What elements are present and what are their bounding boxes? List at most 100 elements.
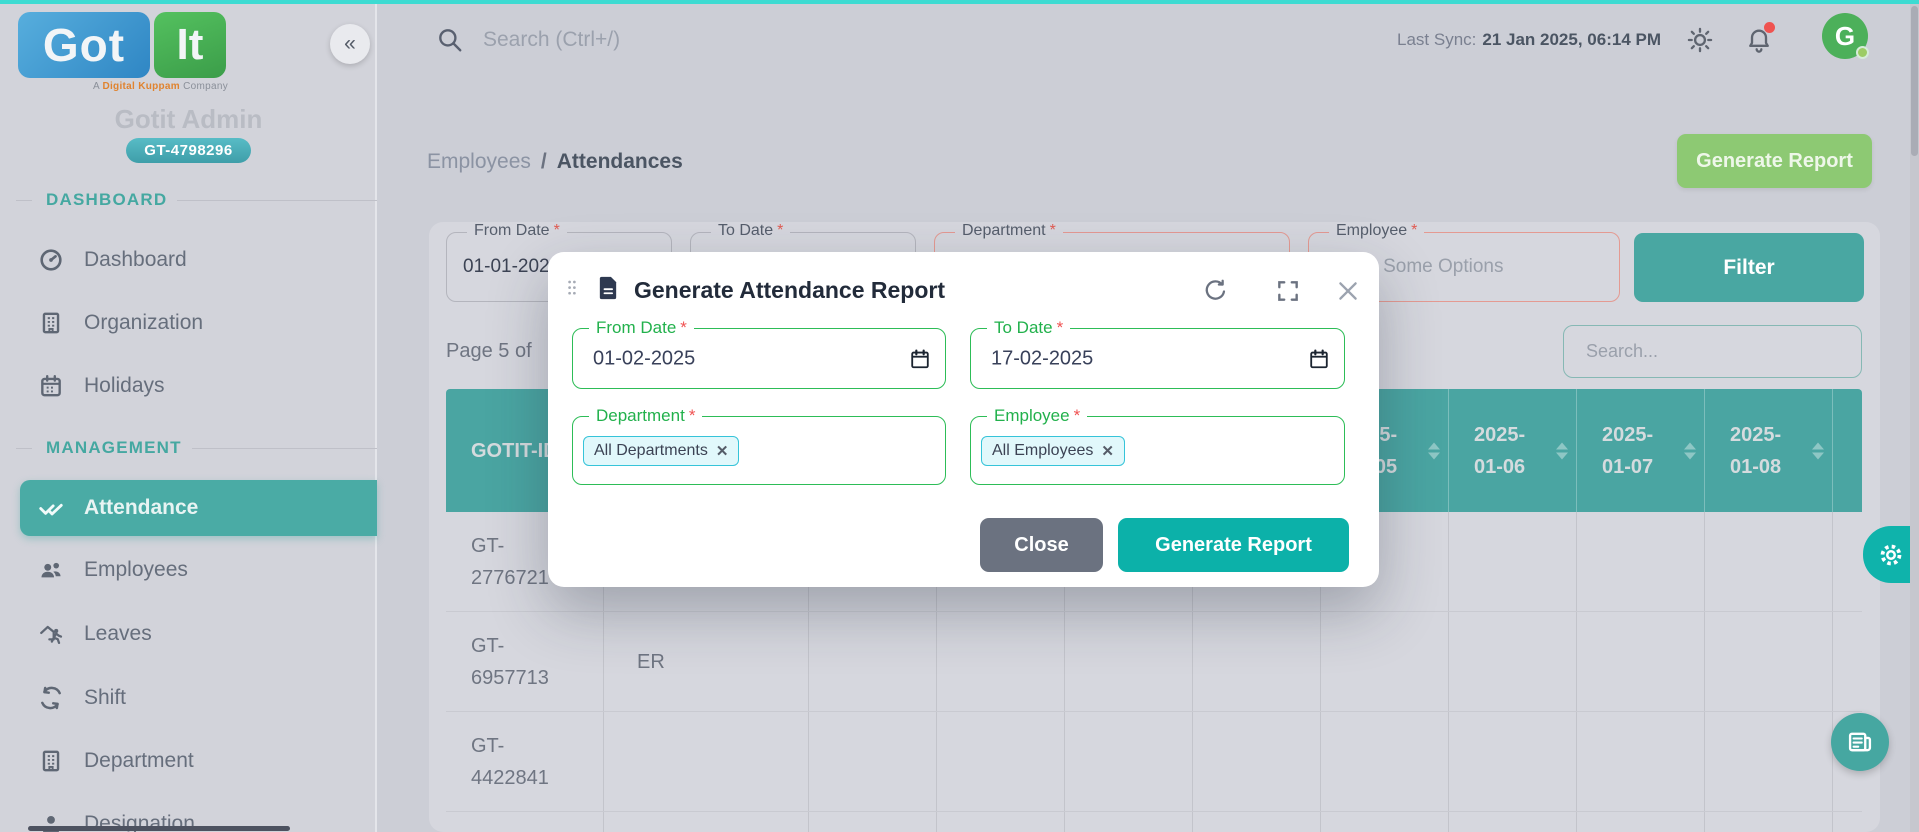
close-icon[interactable] xyxy=(1335,278,1361,304)
sidebar-item-label: Employees xyxy=(84,558,188,581)
sidebar-item-label: Holidays xyxy=(84,374,165,397)
settings-fab[interactable] xyxy=(1863,526,1919,583)
calendar-picker-icon[interactable] xyxy=(1308,348,1330,370)
sidebar-item-employees[interactable]: Employees xyxy=(0,546,377,594)
tagline-prefix: A xyxy=(92,81,100,92)
breadcrumb-parent[interactable]: Employees xyxy=(427,150,531,173)
table-cell xyxy=(603,812,808,832)
user-name: Gotit Admin xyxy=(114,104,263,134)
people-icon xyxy=(38,557,64,583)
table-cell xyxy=(808,612,936,711)
chip-label: All Employees xyxy=(992,441,1094,459)
table-cell xyxy=(1832,812,1880,832)
loading-bar xyxy=(0,0,1919,4)
cell-gotit-id: GT-4422841 xyxy=(471,734,549,789)
sidebar-item-shift[interactable]: Shift xyxy=(0,674,377,722)
breadcrumb-current: Attendances xyxy=(556,150,683,173)
table-cell xyxy=(1064,812,1192,832)
filter-from-date-field[interactable]: From Date * 01-01-2025 xyxy=(446,222,672,302)
news-fab[interactable] xyxy=(1831,713,1889,771)
sidebar-item-label: Leaves xyxy=(84,622,152,645)
modal-header[interactable]: Generate Attendance Report xyxy=(548,252,1379,324)
sort-arrows-icon[interactable] xyxy=(1812,442,1824,459)
user-avatar[interactable]: G xyxy=(1822,13,1869,59)
scrollbar-thumb[interactable] xyxy=(1911,6,1918,156)
chip-remove-icon[interactable]: ✕ xyxy=(715,442,729,460)
modal-from-date-field[interactable]: From Date * 01-02-2025 xyxy=(572,318,946,389)
sidebar-collapse-button[interactable]: « xyxy=(330,24,370,64)
page-scrollbar[interactable] xyxy=(1910,4,1919,832)
theme-toggle-sun-icon[interactable] xyxy=(1686,26,1714,54)
chip-remove-icon[interactable]: ✕ xyxy=(1101,442,1114,460)
table-cell xyxy=(1192,812,1320,832)
sidebar-section-dashboard: DASHBOARD xyxy=(0,190,377,210)
table-row[interactable]: GT-4422841 xyxy=(446,712,1862,812)
cell-gotit-id: GT-6957713 xyxy=(471,634,549,689)
refresh-icon[interactable] xyxy=(1201,278,1227,304)
table-cell xyxy=(1576,812,1704,832)
modal-to-date-value[interactable]: 17-02-2025 xyxy=(991,347,1094,369)
section-title: DASHBOARD xyxy=(46,190,168,209)
table-row[interactable]: GT-6957713 ER xyxy=(446,612,1862,712)
modal-generate-report-button[interactable]: Generate Report xyxy=(1118,518,1349,572)
modal-close-button[interactable]: Close xyxy=(980,518,1103,572)
last-sync-value: 21 Jan 2025, 06:14 PM xyxy=(1482,30,1661,49)
sidebar: Got It A Digital Kuppam Company Gotit Ad… xyxy=(0,4,377,832)
building-icon xyxy=(38,310,64,336)
employee-chip[interactable]: All Employees ✕ xyxy=(981,435,1125,466)
document-icon xyxy=(594,274,622,304)
sidebar-scrollbar[interactable] xyxy=(28,826,290,831)
collapse-chevrons-icon: « xyxy=(344,32,356,55)
department-chip[interactable]: All Departments ✕ xyxy=(583,435,740,466)
column-header-gotit-id[interactable]: GOTIT-ID xyxy=(471,439,558,462)
drag-handle-icon[interactable] xyxy=(564,278,580,302)
table-cell xyxy=(1448,512,1576,611)
sidebar-item-label: Attendance xyxy=(84,496,199,519)
modal-employee-field[interactable]: Employee * All Employees ✕ xyxy=(970,406,1345,485)
sort-arrows-icon[interactable] xyxy=(1684,442,1696,459)
column-header-date[interactable]: 2025-01-08 xyxy=(1704,389,1832,512)
notifications-bell-icon[interactable] xyxy=(1745,22,1775,54)
sidebar-item-holidays[interactable]: Holidays xyxy=(0,362,377,410)
table-cell xyxy=(1832,512,1880,611)
last-sync-status: Last Sync: 21 Jan 2025, 06:14 PM xyxy=(1397,30,1661,50)
sidebar-item-dashboard[interactable]: Dashboard xyxy=(0,236,377,284)
global-search-input[interactable] xyxy=(483,18,1043,62)
modal-from-date-label: From Date * xyxy=(589,318,694,338)
last-sync-label: Last Sync: xyxy=(1397,30,1477,49)
calendar-picker-icon[interactable] xyxy=(909,348,931,370)
cell-gotit-id xyxy=(446,812,603,832)
calendar-icon xyxy=(38,373,64,399)
filter-from-date-value[interactable]: 01-01-2025 xyxy=(463,256,561,277)
sidebar-item-leaves[interactable]: Leaves xyxy=(0,610,377,658)
modal-to-date-field[interactable]: To Date * 17-02-2025 xyxy=(970,318,1345,389)
table-cell xyxy=(1832,712,1880,811)
sort-arrows-icon[interactable] xyxy=(1556,442,1568,459)
table-cell xyxy=(1704,612,1832,711)
notification-badge xyxy=(1764,22,1775,33)
generate-report-button[interactable]: Generate Report xyxy=(1677,134,1872,188)
modal-department-field[interactable]: Department * All Departments ✕ xyxy=(572,406,946,485)
modal-from-date-value[interactable]: 01-02-2025 xyxy=(593,347,696,369)
filter-department-label: Department * xyxy=(955,222,1063,240)
table-cell xyxy=(1704,712,1832,811)
table-cell xyxy=(1448,812,1576,832)
sidebar-item-attendance[interactable]: Attendance xyxy=(20,480,377,536)
tagline-suffix: Company xyxy=(183,81,228,92)
filter-button[interactable]: Filter xyxy=(1634,233,1864,302)
fullscreen-expand-icon[interactable] xyxy=(1275,278,1301,304)
table-row[interactable] xyxy=(446,812,1862,832)
sidebar-item-label: Department xyxy=(84,749,194,772)
building-icon xyxy=(38,748,64,774)
logo-it-block: It xyxy=(154,12,226,78)
table-cell xyxy=(603,712,808,811)
table-cell xyxy=(1704,812,1832,832)
sidebar-item-organization[interactable]: Organization xyxy=(0,299,377,347)
user-id-badge-wrap: GT-4798296 xyxy=(0,138,377,163)
column-header-date[interactable]: 2025-01-06 xyxy=(1448,389,1576,512)
column-header-date[interactable]: 2025-01-07 xyxy=(1576,389,1704,512)
sidebar-item-department[interactable]: Department xyxy=(0,737,377,785)
table-search-input[interactable] xyxy=(1563,325,1862,378)
sort-arrows-icon[interactable] xyxy=(1428,442,1440,459)
app-logo[interactable]: Got It A Digital Kuppam Company xyxy=(18,12,228,92)
